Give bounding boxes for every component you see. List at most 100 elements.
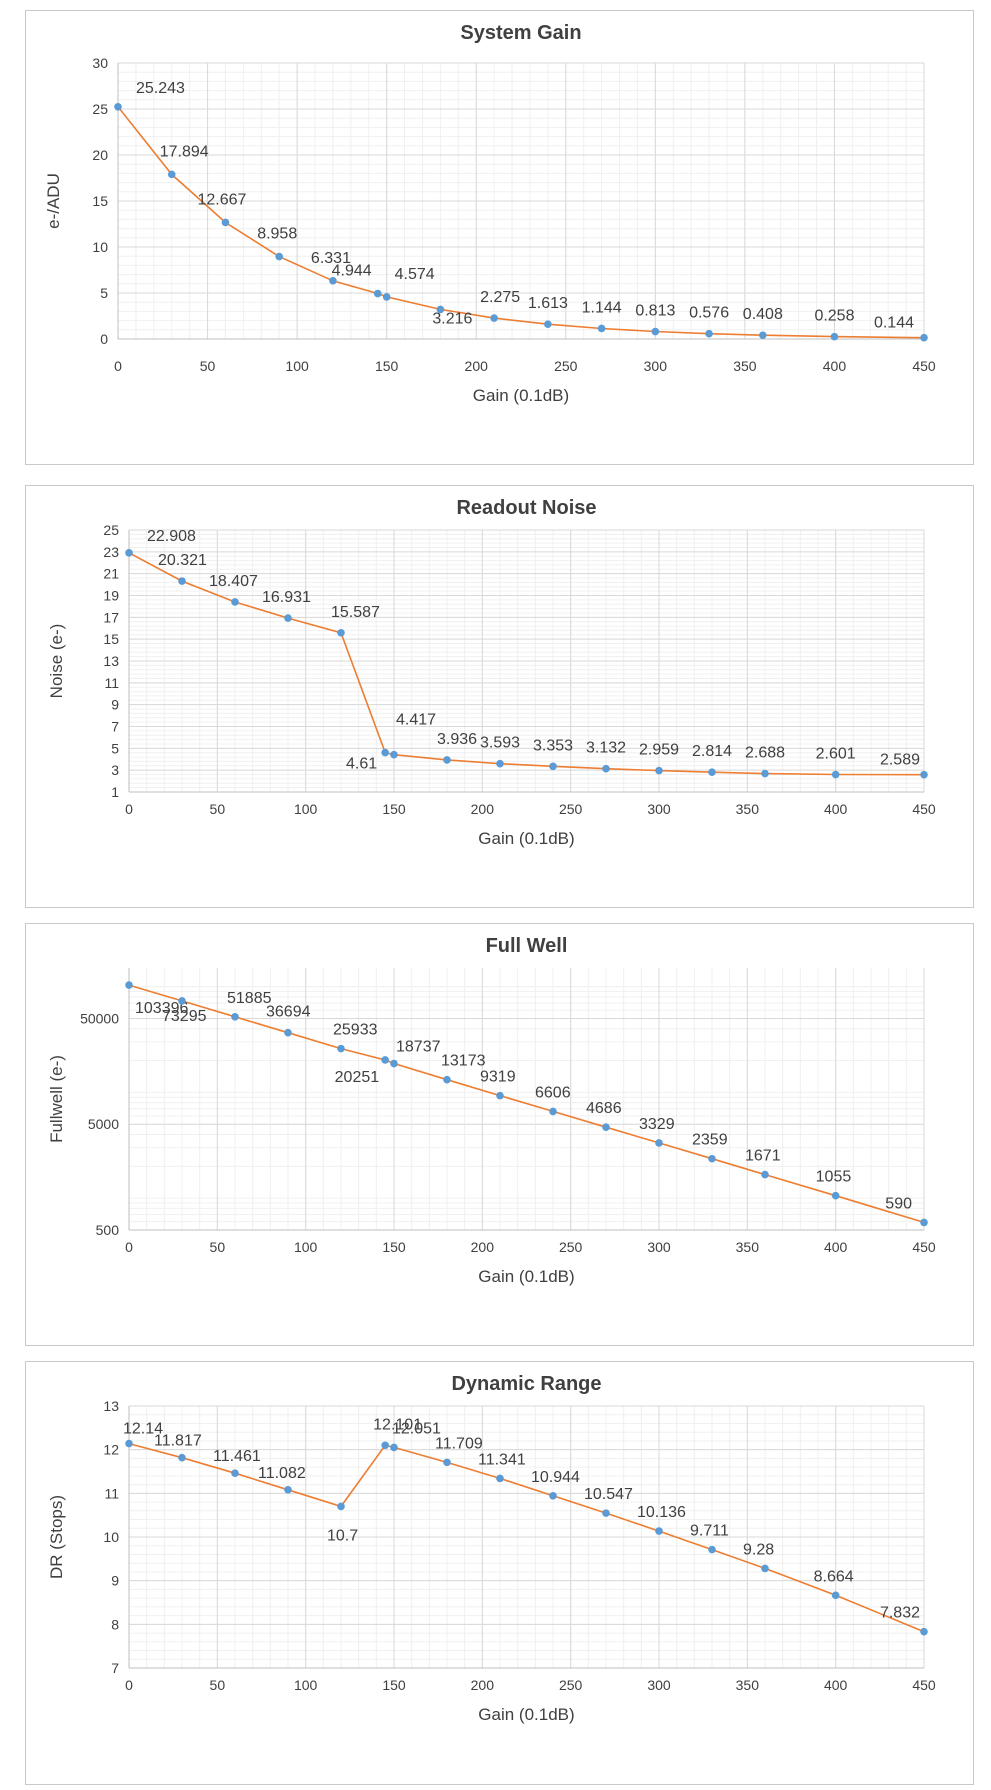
data-point [231, 598, 239, 606]
data-point [831, 1191, 840, 1200]
data-point [337, 1044, 345, 1053]
y-tick-label: 13 [103, 653, 119, 669]
y-tick-label: 7 [111, 719, 119, 735]
data-point [231, 1469, 239, 1478]
data-label: 11.341 [478, 1451, 526, 1468]
y-tick-label: 500 [96, 1222, 120, 1238]
x-axis-title: Gain (0.1dB) [473, 386, 569, 405]
data-label: 1.144 [582, 299, 622, 316]
data-label: 22.908 [147, 528, 196, 545]
data-label: 1671 [745, 1148, 781, 1165]
data-point [759, 331, 767, 340]
data-point [544, 320, 552, 328]
x-tick-label: 50 [210, 1239, 226, 1255]
y-tick-label: 10 [103, 1529, 119, 1545]
y-tick-label: 1 [111, 784, 119, 800]
y-tick-label: 15 [92, 193, 108, 209]
x-tick-label: 450 [912, 801, 936, 817]
data-point [602, 1123, 610, 1132]
x-tick-label: 50 [210, 1677, 226, 1693]
y-tick-label: 10 [92, 239, 108, 255]
data-label: 3.936 [437, 731, 477, 748]
x-tick-label: 350 [736, 1239, 760, 1255]
y-tick-label: 5000 [88, 1116, 119, 1132]
data-label: 1055 [816, 1169, 852, 1186]
data-label: 2.959 [639, 742, 679, 759]
data-label: 2.601 [816, 746, 856, 763]
data-label: 4.944 [332, 263, 372, 280]
y-tick-label: 25 [92, 101, 108, 117]
data-label: 8.958 [257, 226, 297, 243]
data-point [708, 1545, 716, 1554]
data-label: 11.461 [213, 1448, 261, 1465]
data-label: 0.408 [743, 306, 783, 323]
y-tick-label: 8 [111, 1616, 119, 1632]
data-point [655, 1527, 663, 1535]
data-point [496, 1091, 504, 1100]
data-label: 20.321 [158, 552, 207, 569]
data-point [381, 1056, 389, 1064]
data-point [390, 750, 398, 759]
chart-panel-system-gain: 0 50 100 150 200 250 300 350 400 450 0 5 10 15 20 25 30 S… [25, 10, 974, 465]
data-label: 4.61 [346, 756, 377, 773]
x-tick-label: 400 [824, 801, 848, 817]
data-point [178, 1453, 186, 1462]
x-axis-title: Gain (0.1dB) [478, 1267, 574, 1286]
data-label: 3.593 [480, 735, 520, 752]
x-tick-label: 400 [824, 1677, 848, 1693]
data-point [443, 1458, 451, 1467]
chart-title: Full Well [486, 935, 568, 957]
data-point [651, 327, 660, 336]
data-point [284, 1485, 292, 1494]
data-point [381, 748, 389, 757]
x-tick-label: 150 [382, 1677, 406, 1693]
data-label: 11.709 [435, 1435, 483, 1452]
data-label: 6606 [535, 1084, 571, 1101]
data-label: 51885 [227, 990, 272, 1007]
chart-panel-readout-noise: 0 50 100 150 200 250 300 350 400 450 1 3 5 7 9 11 13 15 17… [25, 485, 974, 908]
data-label: 10.7 [327, 1527, 358, 1544]
data-point [231, 1012, 239, 1021]
y-tick-label: 5 [111, 740, 119, 756]
y-tick-label: 19 [103, 588, 119, 604]
data-point [549, 1107, 557, 1116]
data-label: 12.667 [197, 191, 246, 208]
data-label: 2.275 [480, 289, 520, 306]
x-tick-label: 250 [559, 801, 583, 817]
y-tick-label: 11 [104, 1485, 119, 1501]
data-label: 18737 [396, 1039, 441, 1056]
x-tick-label: 300 [647, 801, 671, 817]
data-point [443, 1075, 451, 1084]
data-label: 20251 [335, 1069, 380, 1086]
y-tick-label: 15 [103, 631, 119, 647]
y-tick-label: 3 [111, 762, 119, 778]
x-tick-label: 450 [912, 1239, 936, 1255]
y-tick-label: 17 [103, 609, 119, 625]
data-point [178, 997, 186, 1005]
x-tick-label: 400 [824, 1239, 848, 1255]
data-label: 10.547 [584, 1486, 633, 1503]
x-tick-label: 150 [375, 358, 399, 374]
data-label: 12.101 [373, 1416, 422, 1433]
data-point [167, 170, 176, 179]
data-point [761, 1170, 769, 1179]
y-axis-title: Noise (e-) [47, 624, 66, 699]
y-tick-label: 20 [92, 147, 108, 163]
gridlines [128, 1405, 925, 1669]
y-tick-label: 5 [100, 285, 108, 301]
data-point [284, 1028, 292, 1037]
gridlines [128, 968, 925, 1231]
x-tick-label: 0 [125, 1239, 133, 1255]
data-point [337, 628, 345, 637]
x-tick-label: 250 [559, 1239, 583, 1255]
x-tick-label: 200 [465, 358, 489, 374]
gridlines [128, 529, 925, 793]
data-label: 36694 [266, 1004, 311, 1021]
data-label: 73295 [162, 1008, 207, 1025]
data-point [114, 102, 122, 111]
data-label: 2.814 [692, 743, 732, 760]
data-label: 12.14 [123, 1421, 163, 1438]
x-tick-label: 100 [285, 358, 309, 374]
x-tick-label: 100 [294, 1677, 318, 1693]
data-point [830, 332, 839, 341]
